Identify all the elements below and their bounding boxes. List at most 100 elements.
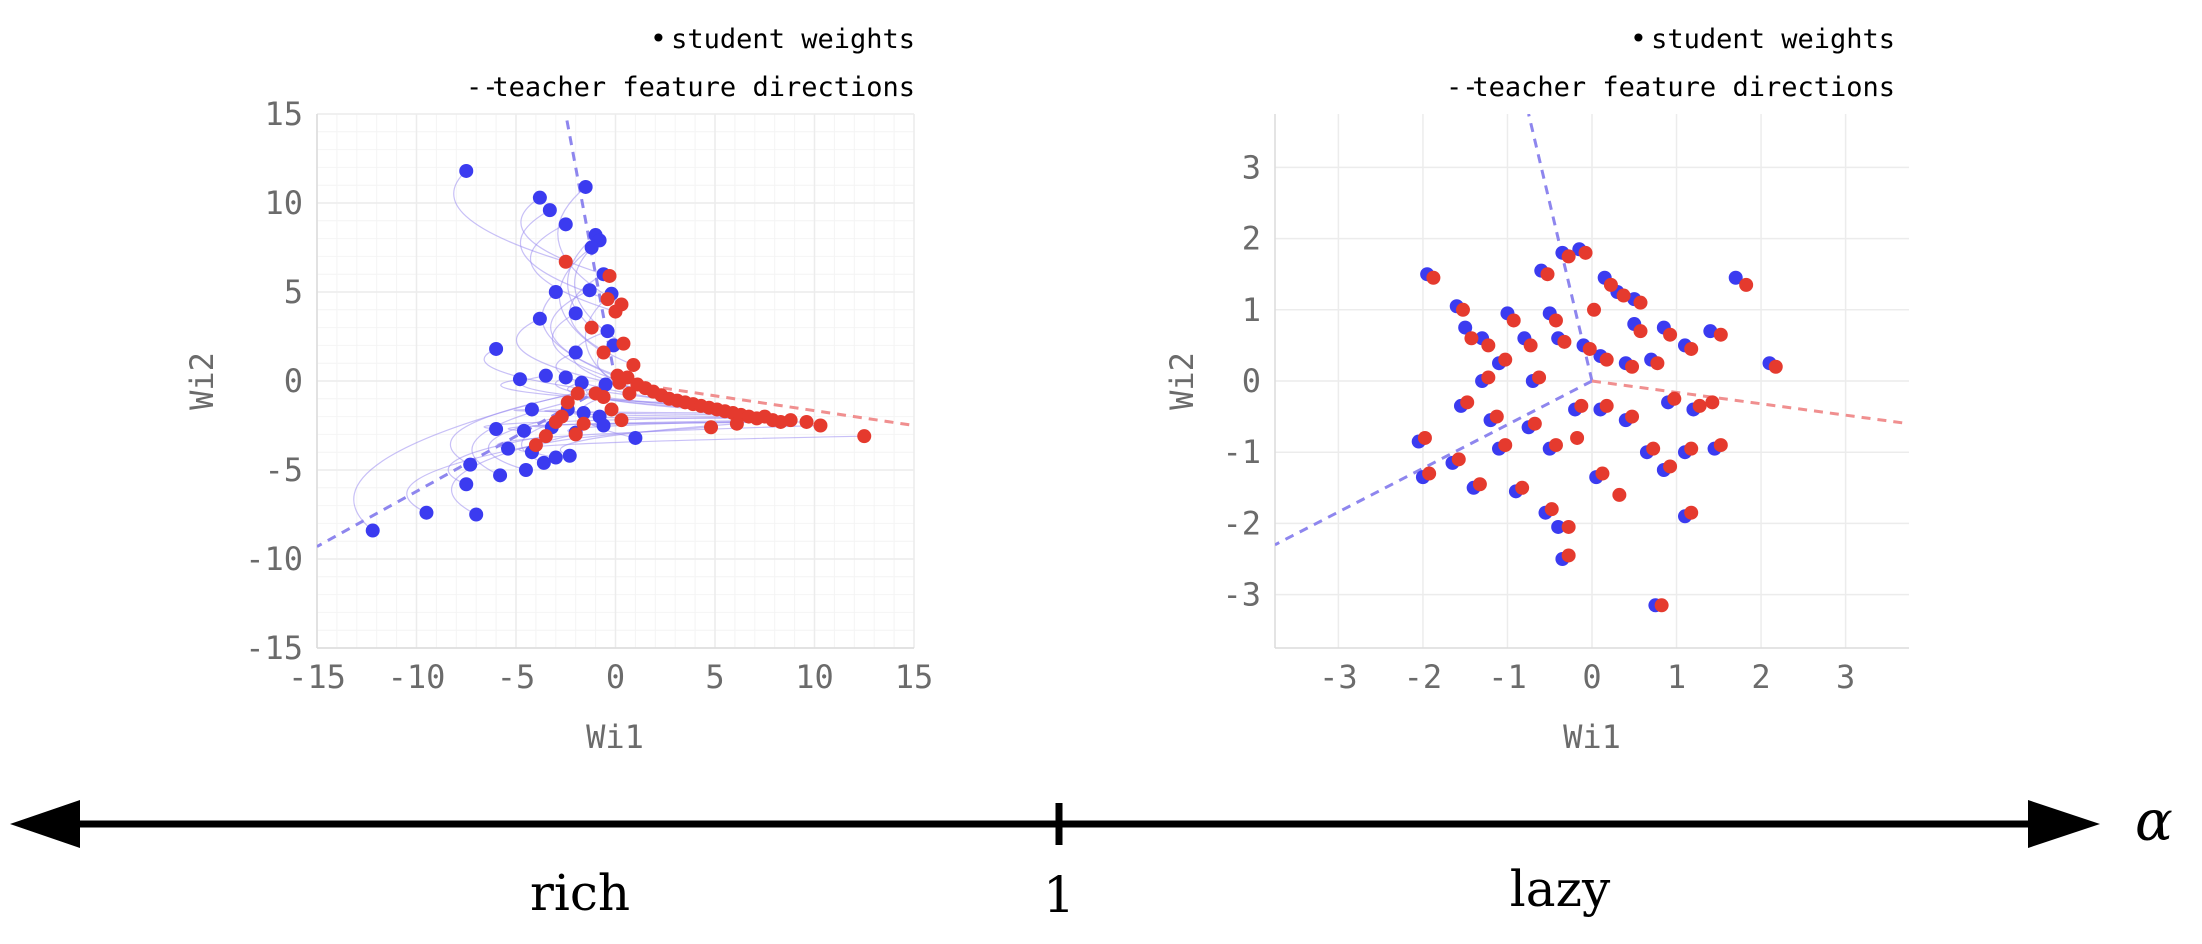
initial-weight-point [600, 324, 615, 339]
trajectory-path [550, 289, 618, 377]
trajectory-path [483, 416, 765, 430]
trajectory-path [541, 291, 638, 386]
final-weight-point [1692, 398, 1707, 413]
x-axis-label: Wi1 [586, 718, 644, 756]
initial-weight-point [489, 422, 504, 437]
midpoint-label: 1 [1043, 866, 1075, 924]
final-weight-point [799, 414, 814, 429]
initial-weight-point [542, 203, 557, 218]
initial-weight-point [558, 217, 573, 232]
final-weight-point [1548, 438, 1563, 453]
final-weight-point [1527, 416, 1542, 431]
x-tick-label: -3 [1319, 658, 1358, 696]
student-points [365, 163, 872, 538]
grid [1274, 114, 1909, 649]
final-weight-point [1548, 313, 1563, 328]
y-tick-label: -5 [264, 451, 303, 489]
final-weight-point [1684, 341, 1699, 356]
x-axis-label: Wi1 [1563, 718, 1621, 756]
y-tick-label: -3 [1222, 576, 1261, 614]
x-tick-label: 1 [1667, 658, 1686, 696]
teacher-direction-blue [1275, 379, 1593, 547]
final-weight-point [1574, 398, 1589, 413]
trajectory-path [519, 209, 608, 300]
trajectory-path [521, 421, 556, 464]
y-tick-label: -2 [1222, 504, 1261, 542]
final-weight-point [1489, 409, 1504, 424]
x-tick-label: 10 [795, 658, 834, 696]
final-weight-point [604, 402, 619, 417]
x-tick-label: 2 [1751, 658, 1770, 696]
final-weight-point [570, 386, 585, 401]
x-tick-label: -2 [1404, 658, 1443, 696]
legend-teacher-marker: -- [1446, 72, 1479, 103]
final-weight-point [813, 418, 828, 433]
final-weight-point [1515, 480, 1530, 495]
legend-student-label: student weights [1651, 24, 1895, 55]
initial-weight-point [532, 311, 547, 326]
legend-student-marker: • [1630, 22, 1647, 55]
y-tick-label: 2 [1242, 220, 1261, 258]
final-weight-point [1472, 477, 1487, 492]
y-tick-label: 3 [1242, 148, 1261, 186]
final-weight-point [1426, 270, 1441, 285]
final-weight-point [548, 414, 563, 429]
x-tick-labels: -15 -10 -5 0 5 10 15 [288, 658, 933, 696]
trajectory-path [487, 416, 562, 471]
initial-weight-point [501, 441, 516, 456]
teacher-direction-red [1591, 379, 1909, 426]
final-weight-point [1633, 295, 1648, 310]
final-weight-point [1561, 519, 1576, 534]
y-tick-label: 1 [1242, 291, 1261, 329]
final-weight-point [1506, 313, 1521, 328]
initial-weight-point [548, 285, 563, 299]
final-weight-point [602, 268, 617, 283]
initial-weight-point [1458, 320, 1473, 335]
y-axis-label: Wi2 [183, 352, 221, 410]
initial-weight-point [459, 477, 474, 492]
y-tick-label: 5 [284, 273, 303, 311]
trajectory-path [447, 435, 546, 485]
initial-weight-point [596, 418, 611, 433]
trajectory-path [518, 435, 865, 453]
final-weight-point [596, 345, 611, 360]
final-weight-point [1705, 395, 1720, 410]
trajectory-path [559, 423, 737, 457]
initial-weight-point [548, 450, 563, 465]
final-weight-point [1713, 438, 1728, 453]
trajectory-path [353, 382, 620, 531]
teacher-direction-red [615, 379, 914, 427]
initial-weight-point [582, 283, 597, 298]
initial-weight-point [518, 463, 533, 477]
initial-weight-point [574, 375, 589, 390]
initial-weight-point [628, 430, 643, 445]
trajectory-path [406, 444, 537, 514]
final-weight-point [538, 429, 553, 444]
x-tick-labels: -3 -2 -1 0 1 2 3 [1319, 658, 1855, 696]
y-tick-labels: -3 -2 -1 0 1 2 3 [1222, 148, 1261, 613]
trajectory-path [557, 186, 622, 305]
final-weight-point [620, 370, 635, 385]
initial-weight-point [538, 368, 553, 383]
final-weight-point [1557, 334, 1572, 349]
final-weight-point [1633, 324, 1648, 339]
initial-weight-point [419, 505, 434, 520]
final-weight-point [1587, 302, 1601, 317]
y-tick-label: 0 [284, 362, 303, 400]
final-weight-point [1544, 502, 1559, 517]
final-weight-point [1540, 267, 1555, 282]
final-weight-point [576, 416, 591, 431]
final-weight-point [1663, 459, 1678, 474]
final-weight-point [1599, 398, 1614, 413]
alpha-axis: rich 1 lazy α [10, 789, 2173, 924]
lazy-label: lazy [1510, 860, 1611, 918]
initial-weight-point [1728, 270, 1743, 285]
y-tick-label: 0 [1242, 362, 1261, 400]
initial-weight-point [459, 163, 474, 178]
y-tick-label: -10 [245, 540, 303, 578]
x-tick-label: 15 [895, 658, 934, 696]
x-tick-label: 0 [606, 658, 625, 696]
y-tick-label: 10 [264, 184, 303, 222]
final-weight-point [1625, 409, 1640, 424]
final-weight-point [1684, 441, 1699, 456]
